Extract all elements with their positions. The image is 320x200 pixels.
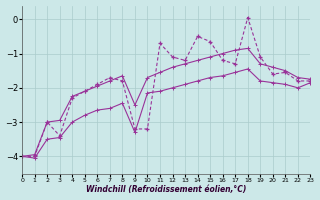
X-axis label: Windchill (Refroidissement éolien,°C): Windchill (Refroidissement éolien,°C)	[86, 185, 246, 194]
